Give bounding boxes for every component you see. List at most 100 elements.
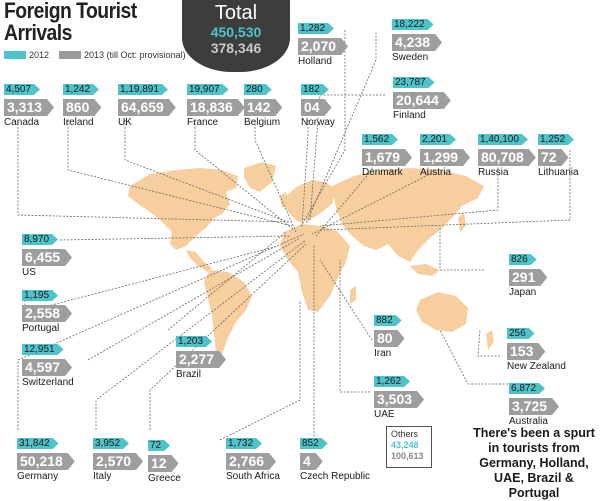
country-name: Iran: [374, 348, 392, 359]
value-2012: 3,952: [93, 438, 129, 449]
value-2012: 256: [507, 328, 535, 339]
value-2012: 882: [374, 315, 402, 326]
value-2013: 20,644: [393, 92, 451, 109]
country-france: 19,907 18,836 France: [187, 79, 245, 129]
country-austria: 2,201 1,299 Austria: [420, 129, 470, 179]
value-2013: 04: [301, 99, 332, 116]
others-2012: 43,248: [391, 440, 419, 450]
value-2013: 2,070: [298, 38, 348, 55]
value-2013: 4,238: [392, 34, 442, 51]
value-2013: 153: [507, 343, 545, 360]
footnote: There's been a spurt in tourists from Ge…: [473, 426, 595, 500]
value-2013: 18,836: [187, 99, 245, 116]
value-2012: 1,562: [362, 134, 398, 145]
legend-label-2012: 2012: [29, 50, 50, 60]
value-2012: 826: [509, 254, 537, 265]
country-name: Sweden: [392, 52, 429, 63]
country-germany: 31,842 50,218 Germany: [17, 433, 75, 483]
leader-lines: [17, 30, 571, 441]
value-2012: 1,203: [176, 336, 212, 347]
others-label: Others: [391, 429, 419, 439]
uk-shape: [280, 192, 288, 208]
country-name: Denmark: [362, 167, 403, 178]
country-new-zealand: 256 153 New Zealand: [507, 323, 566, 373]
value-2013: 6,455: [22, 249, 72, 266]
country-name: Japan: [509, 287, 537, 298]
country-name: UK: [118, 117, 132, 128]
value-2012: 1,40,100: [478, 134, 528, 145]
value-2013: 2,570: [93, 453, 143, 470]
total-2013: 378,346: [210, 40, 262, 56]
central-america-shape: [186, 250, 212, 272]
country-name: Russia: [478, 167, 509, 178]
asia-shape: [332, 168, 484, 262]
value-2012: 19,907: [187, 84, 229, 95]
value-2013: 142: [244, 99, 282, 116]
country-name: Italy: [93, 471, 112, 482]
country-sweden: 18,222 4,238 Sweden: [392, 14, 442, 64]
value-2012: 18,222: [392, 19, 434, 30]
value-2012: 8,970: [22, 234, 58, 245]
value-2012: 23,787: [393, 77, 435, 88]
country-portugal: 1,195 2,558 Portugal: [22, 285, 72, 335]
value-2013: 3,313: [4, 99, 54, 116]
legend-label-2013: 2013 (till Oct: provisional): [84, 50, 186, 60]
value-2012: 1,262: [374, 376, 410, 387]
value-2013: 80,708: [478, 149, 536, 166]
country-name: Lithuania: [538, 167, 579, 178]
value-2013: 291: [509, 269, 547, 286]
value-2013: 50,218: [17, 453, 75, 470]
value-2012: 1,19,891: [118, 84, 168, 95]
country-holland: 1,282 2,070 Holland: [298, 18, 348, 68]
value-2013: 4,597: [22, 359, 72, 376]
country-name: Switzerland: [22, 377, 74, 388]
south-america-shape: [204, 270, 252, 354]
country-finland: 23,787 20,644 Finland: [393, 72, 451, 122]
country-name: Finland: [393, 110, 426, 121]
country-name: New Zealand: [507, 361, 566, 372]
value-2012: 31,842: [17, 438, 59, 449]
country-uae: 1,262 3,503 UAE: [374, 371, 424, 421]
country-name: Holland: [298, 56, 332, 67]
total-label: Total: [214, 2, 258, 24]
map-landmasses: [128, 162, 494, 354]
country-norway: 182 04 Norway: [301, 79, 335, 129]
country-belgium: 280 142 Belgium: [244, 79, 282, 129]
value-2012: 12,951: [22, 344, 64, 355]
legend: 2012 2013 (till Oct: provisional): [4, 50, 186, 60]
value-2012: 1,242: [63, 84, 99, 95]
value-2013: 4: [300, 453, 323, 470]
legend-swatch-2012: [4, 51, 26, 59]
country-czech-republic: 852 4 Czech Republic: [300, 433, 370, 483]
new-zealand-shape: [486, 330, 494, 350]
country-canada: 4,507 3,313 Canada: [4, 79, 54, 129]
value-2013: 72: [538, 149, 569, 166]
value-2012: 2,201: [420, 134, 456, 145]
country-denmark: 1,562 1,679 Denmark: [362, 129, 412, 179]
country-italy: 3,952 2,570 Italy: [93, 433, 143, 483]
value-2012: 182: [301, 84, 329, 95]
value-2013: 1,679: [362, 149, 412, 166]
value-2013: 3,725: [509, 398, 559, 415]
value-2013: 80: [374, 330, 405, 347]
country-name: US: [22, 267, 36, 278]
se-asia-shape: [410, 264, 440, 276]
value-2012: 1,282: [298, 23, 334, 34]
north-america-shape: [128, 168, 238, 250]
value-2013: 3,503: [374, 391, 424, 408]
country-name: Germany: [17, 471, 59, 482]
value-2012: 4,507: [4, 84, 40, 95]
country-name: Austria: [420, 167, 452, 178]
page-title: Foreign Tourist Arrivals: [4, 0, 137, 45]
country-japan: 826 291 Japan: [509, 249, 547, 299]
country-name: UAE: [374, 409, 395, 420]
country-name: Brazil: [176, 369, 202, 380]
value-2012: 1,195: [22, 290, 58, 301]
value-2012: 280: [244, 84, 272, 95]
country-lithuania: 1,252 72 Lithuania: [538, 129, 579, 179]
value-2013: 2,766: [226, 453, 276, 470]
country-iran: 882 80 Iran: [374, 310, 405, 360]
japan-shape: [458, 212, 466, 232]
country-name: Czech Republic: [300, 471, 371, 482]
